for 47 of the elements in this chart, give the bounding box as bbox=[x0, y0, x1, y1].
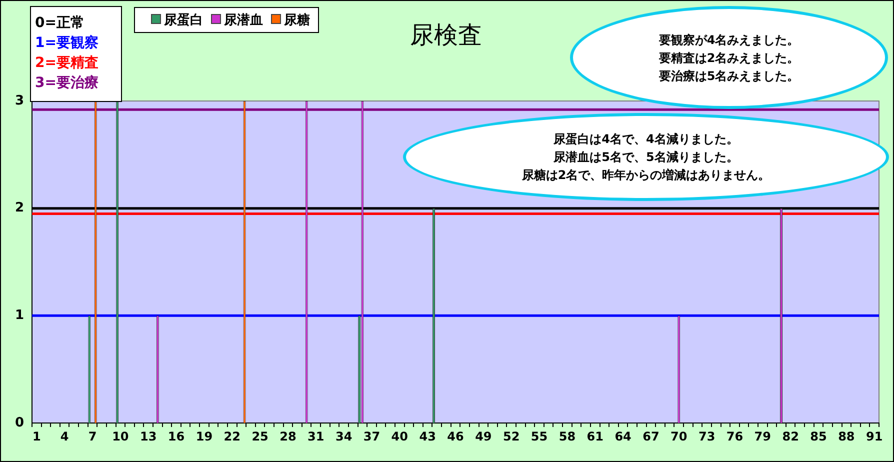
x-tick-label: 40 bbox=[391, 429, 408, 444]
x-tick-label: 31 bbox=[308, 429, 324, 444]
y-tick-label: 3 bbox=[14, 93, 24, 108]
x-tick-label: 70 bbox=[670, 429, 688, 444]
x-tick-label: 82 bbox=[782, 429, 799, 444]
y-tick-label: 2 bbox=[14, 200, 24, 216]
x-tick-label: 64 bbox=[614, 429, 632, 444]
x-tick-label: 28 bbox=[280, 429, 296, 444]
x-tick-label: 1 bbox=[32, 429, 41, 444]
x-tick-label: 34 bbox=[335, 429, 352, 444]
x-tick-label: 13 bbox=[140, 429, 157, 444]
ellipse-callout: 要観察が4名みえました。 要精査は2名みえました。 要治療は5名みえました。 bbox=[570, 6, 888, 109]
x-tick-label: 58 bbox=[558, 429, 576, 444]
x-tick-label: 85 bbox=[810, 429, 827, 444]
x-tick-label: 25 bbox=[252, 429, 268, 444]
x-tick-label: 22 bbox=[224, 429, 240, 444]
x-tick-label: 37 bbox=[363, 429, 380, 444]
x-tick-label: 88 bbox=[838, 429, 855, 444]
x-tick-label: 79 bbox=[754, 429, 772, 444]
x-tick-label: 10 bbox=[112, 429, 129, 444]
x-tick-label: 4 bbox=[60, 429, 69, 444]
legend-label: 尿糖 bbox=[284, 13, 310, 28]
x-tick-label: 73 bbox=[698, 429, 716, 444]
x-tick-label: 49 bbox=[475, 429, 492, 444]
chart-title: 尿検査 bbox=[409, 20, 483, 51]
text: 2=要精査 bbox=[35, 54, 100, 73]
y-tick-label: 0 bbox=[14, 415, 24, 430]
annotation: 尿蛋白は4名で、4名減りました。 bbox=[554, 131, 738, 148]
x-tick-label: 67 bbox=[642, 429, 660, 444]
x-tick-label: 46 bbox=[447, 429, 464, 444]
x-tick-label: 43 bbox=[419, 429, 436, 444]
x-tick-label: 7 bbox=[88, 429, 97, 444]
text: 1=要観察 bbox=[35, 34, 100, 53]
x-tick-label: 52 bbox=[502, 429, 520, 444]
y-tick-label: 1 bbox=[14, 308, 24, 324]
x-tick-label: 16 bbox=[168, 429, 185, 444]
x-tick-label: 91 bbox=[866, 429, 883, 444]
annotation: 尿糖は2名で、昨年からの増減はありません。 bbox=[522, 167, 770, 184]
legend-label: 尿蛋白 bbox=[164, 13, 203, 28]
annotation: 尿潜血は5名で、5名減りました。 bbox=[554, 149, 738, 166]
text: 3=要治療 bbox=[35, 74, 100, 93]
x-tick-label: 61 bbox=[586, 429, 604, 444]
x-tick-label: 19 bbox=[196, 429, 213, 444]
x-tick-label: 55 bbox=[530, 429, 548, 444]
x-tick-label: 76 bbox=[726, 429, 744, 444]
legend-label: 尿潜血 bbox=[224, 13, 263, 28]
text: 0=正常 bbox=[35, 14, 86, 33]
